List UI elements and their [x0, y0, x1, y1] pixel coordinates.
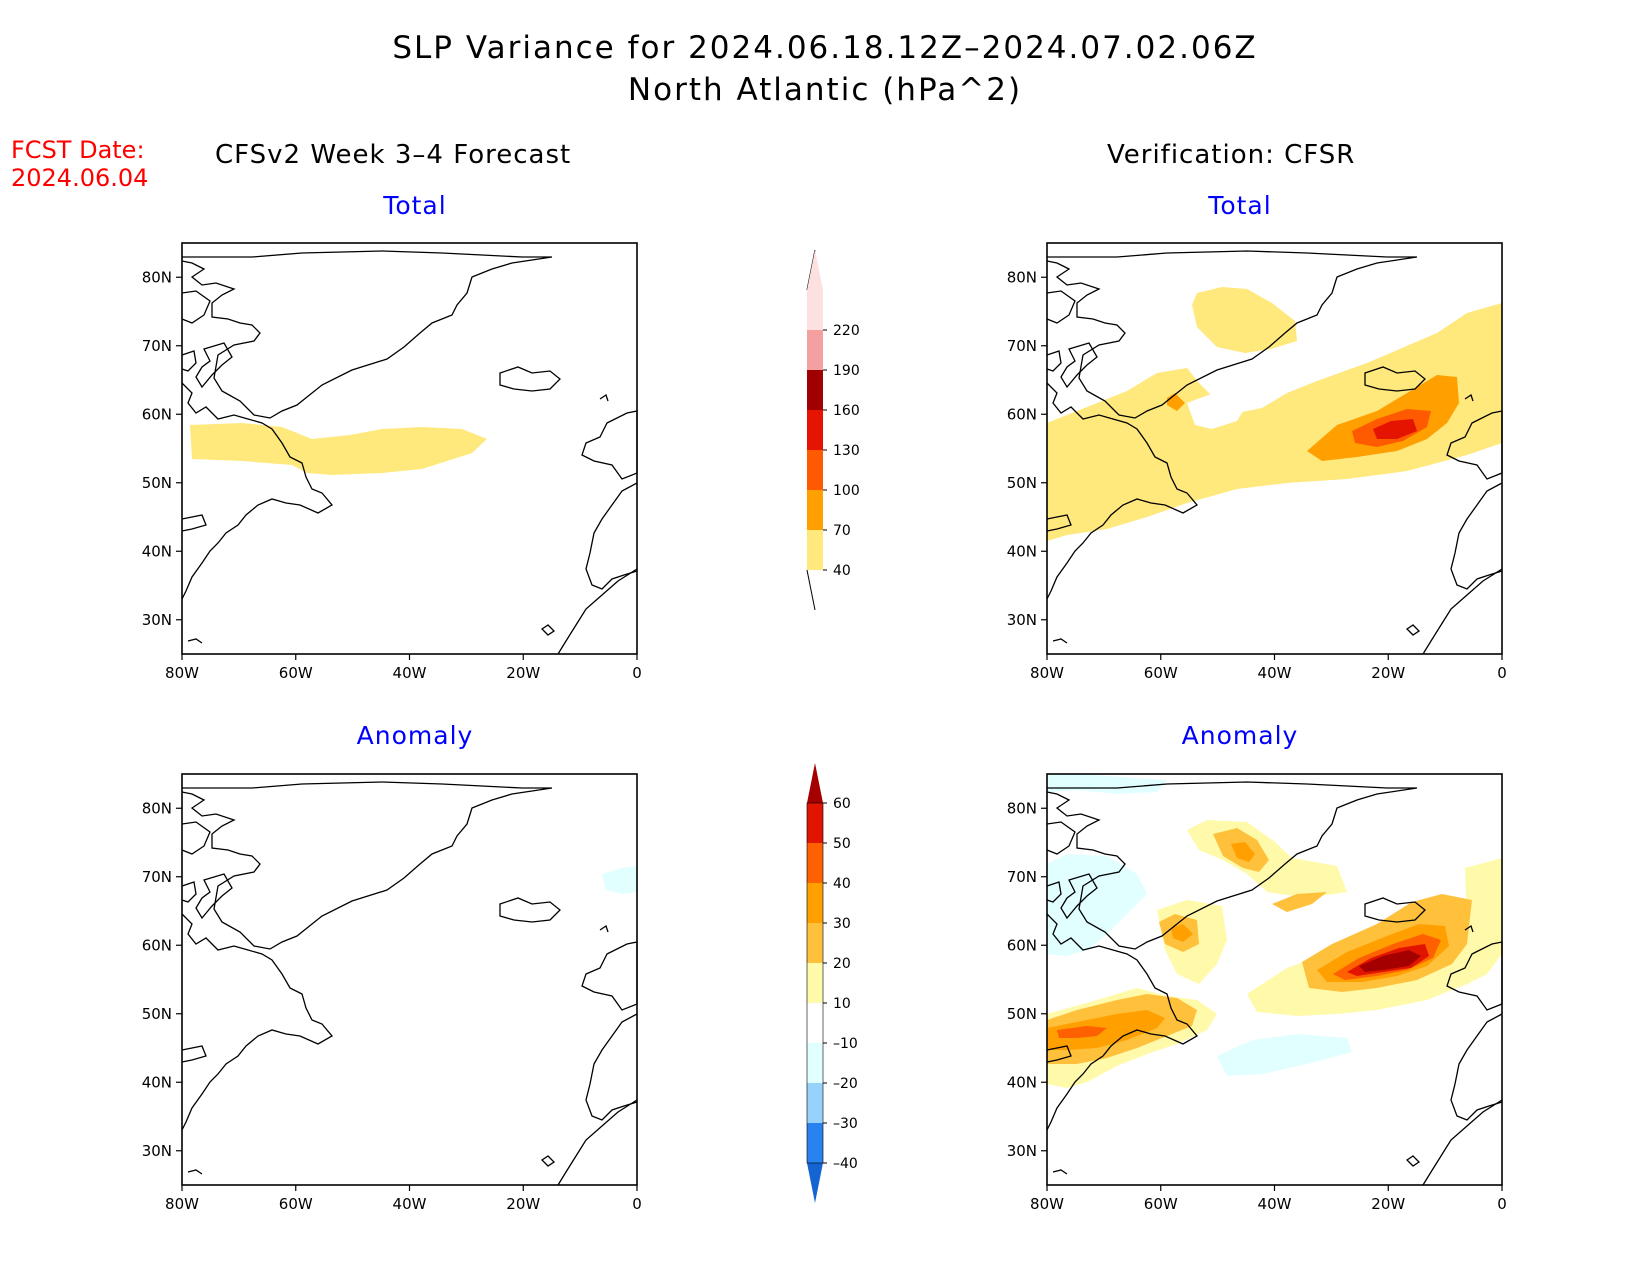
- anomaly-colorbar-label: 40: [833, 876, 851, 892]
- lat-tick-label: 40N: [1007, 1073, 1037, 1091]
- panel-title-verification-total: Total: [1208, 191, 1272, 220]
- lat-tick-label: 80N: [1007, 268, 1037, 286]
- lat-tick-label: 30N: [142, 1142, 172, 1160]
- anomaly-colorbar-bin: [807, 923, 823, 963]
- lon-tick-label: 60W: [279, 1195, 313, 1213]
- lon-tick-label: 20W: [1371, 1195, 1405, 1213]
- anomaly-colorbar-bin: [807, 803, 823, 843]
- anomaly-colorbar-label: –30: [833, 1116, 858, 1132]
- lat-tick-label: 70N: [1007, 337, 1037, 355]
- total-colorbar-label: 220: [833, 323, 860, 339]
- lon-tick-label: 60W: [1144, 1195, 1178, 1213]
- lon-tick-label: 20W: [1371, 664, 1405, 682]
- lat-tick-label: 60N: [1007, 405, 1037, 423]
- lon-tick-label: 20W: [506, 1195, 540, 1213]
- lat-tick-label: 40N: [142, 1073, 172, 1091]
- anomaly-colorbar-label: 10: [833, 996, 851, 1012]
- lat-tick-label: 80N: [142, 799, 172, 817]
- total-colorbar-bin: [807, 450, 823, 490]
- total-colorbar-label: 190: [833, 363, 860, 379]
- lat-tick-label: 40N: [1007, 542, 1037, 560]
- anomaly-colorbar-label: –10: [833, 1036, 858, 1052]
- anomaly-colorbar-label: –20: [833, 1076, 858, 1092]
- lon-tick-label: 80W: [165, 1195, 199, 1213]
- lon-tick-label: 60W: [1144, 664, 1178, 682]
- lat-tick-label: 30N: [1007, 611, 1037, 629]
- anomaly-colorbar-bin: [807, 1003, 823, 1043]
- lat-tick-label: 60N: [1007, 936, 1037, 954]
- anomaly-colorbar-label: 20: [833, 956, 851, 972]
- map-forecast-total: [181, 242, 638, 655]
- lat-tick-label: 80N: [142, 268, 172, 286]
- lat-tick-label: 60N: [142, 405, 172, 423]
- lat-tick-label: 60N: [142, 936, 172, 954]
- anomaly-colorbar-label: 50: [833, 836, 851, 852]
- lat-tick-label: 30N: [1007, 1142, 1037, 1160]
- map-verification-total: [1046, 242, 1503, 655]
- anomaly-colorbar-bin: [807, 1123, 823, 1163]
- lon-tick-label: 40W: [1258, 1195, 1292, 1213]
- anomaly-colorbar-bin: [807, 763, 823, 803]
- lon-tick-label: 0: [1497, 1195, 1507, 1213]
- lat-tick-label: 70N: [142, 337, 172, 355]
- anomaly-colorbar-bin: [807, 1043, 823, 1083]
- total-colorbar-label: 70: [833, 523, 851, 539]
- total-colorbar-label: 160: [833, 403, 860, 419]
- main-subtitle: North Atlantic (hPa^2): [627, 72, 1023, 108]
- lat-tick-label: 70N: [142, 868, 172, 886]
- lat-tick-label: 30N: [142, 611, 172, 629]
- anomaly-colorbar-bin: [807, 1163, 823, 1203]
- anomaly-colorbar: –40 –30 –20 –10 10 20 30 40 50 60: [806, 763, 858, 1203]
- lon-tick-label: 60W: [279, 664, 313, 682]
- lat-tick-label: 50N: [1007, 1005, 1037, 1023]
- lon-tick-label: 0: [632, 1195, 642, 1213]
- panel-title-forecast-total: Total: [383, 191, 447, 220]
- lon-tick-label: 40W: [393, 1195, 427, 1213]
- panel-title-forecast-anomaly: Anomaly: [356, 721, 474, 750]
- lon-tick-label: 0: [632, 664, 642, 682]
- map-verification-anomaly: [1046, 773, 1503, 1186]
- lon-tick-label: 0: [1497, 664, 1507, 682]
- column-header-verification: Verification: CFSR: [1107, 140, 1356, 170]
- total-colorbar-label: 130: [833, 443, 860, 459]
- fcst-date: 2024.06.04: [11, 164, 149, 192]
- panel-title-verification-anomaly: Anomaly: [1181, 721, 1299, 750]
- main-title: SLP Variance for 2024.06.18.12Z–2024.07.…: [392, 30, 1258, 66]
- total-colorbar-bin: [807, 330, 823, 370]
- anomaly-colorbar-bin: [807, 1083, 823, 1123]
- total-colorbar-bin: [807, 370, 823, 410]
- lat-tick-label: 50N: [1007, 474, 1037, 492]
- lat-tick-label: 50N: [142, 474, 172, 492]
- lon-tick-label: 80W: [1030, 664, 1064, 682]
- anomaly-colorbar-label: 60: [833, 796, 851, 812]
- total-colorbar-bin: [807, 290, 823, 330]
- total-colorbar-bin: [807, 530, 823, 570]
- lon-tick-label: 80W: [1030, 1195, 1064, 1213]
- anomaly-colorbar-label: –40: [833, 1156, 858, 1172]
- total-colorbar-bin: [807, 410, 823, 450]
- total-colorbar: 40 70 100 130 160 190 220: [806, 249, 860, 611]
- anomaly-colorbar-bin: [807, 883, 823, 923]
- column-header-forecast: CFSv2 Week 3–4 Forecast: [215, 140, 572, 170]
- fcst-label: FCST Date:: [11, 136, 145, 164]
- lon-tick-label: 40W: [1258, 664, 1292, 682]
- total-colorbar-label: 40: [833, 563, 851, 579]
- lat-tick-label: 80N: [1007, 799, 1037, 817]
- lon-tick-label: 20W: [506, 664, 540, 682]
- anomaly-colorbar-label: 30: [833, 916, 851, 932]
- lon-tick-label: 40W: [393, 664, 427, 682]
- map-forecast-anomaly: [181, 773, 638, 1186]
- lat-tick-label: 40N: [142, 542, 172, 560]
- anomaly-colorbar-bin: [807, 843, 823, 883]
- lat-tick-label: 50N: [142, 1005, 172, 1023]
- axes-layer: 80W 60W 40W 20W 0 80N 70N 60N 50N 40N 30N 80W 60W 40W…: [142, 268, 1507, 1213]
- total-colorbar-bin: [807, 490, 823, 530]
- lon-tick-label: 80W: [165, 664, 199, 682]
- anomaly-colorbar-bin: [807, 963, 823, 1003]
- lat-tick-label: 70N: [1007, 868, 1037, 886]
- total-colorbar-label: 100: [833, 483, 860, 499]
